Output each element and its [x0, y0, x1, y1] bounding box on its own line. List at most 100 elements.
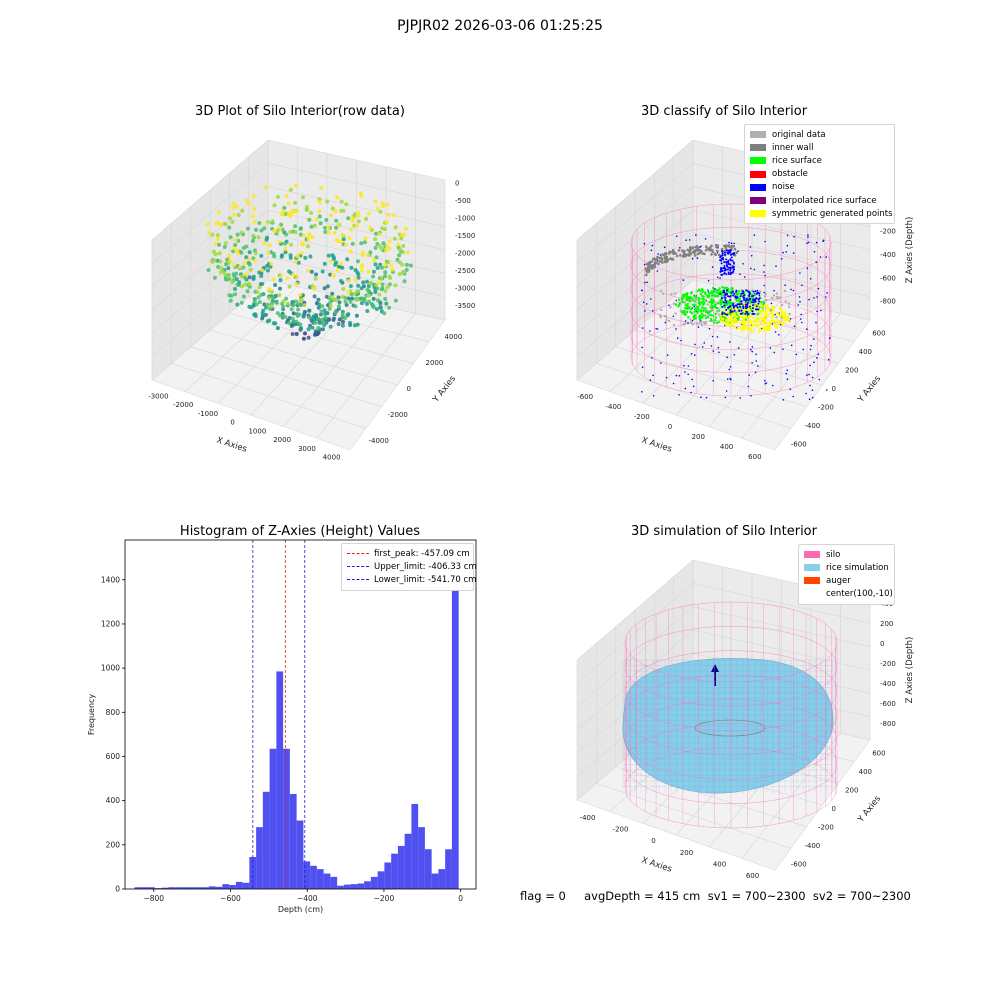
rice-surface-point [715, 291, 719, 294]
original-point [689, 321, 692, 324]
symmetric-point [759, 303, 763, 306]
noise-point [819, 256, 822, 258]
rice-surface-point [704, 299, 708, 302]
rice-surface-point [681, 293, 685, 297]
noise-cluster-point [722, 258, 725, 261]
rice-surface-point [689, 308, 693, 311]
data-point [378, 305, 383, 310]
rice-surface-point [697, 309, 700, 312]
data-point [303, 255, 308, 260]
data-point [353, 304, 358, 309]
x-tick-label: -3000 [148, 392, 168, 400]
rice-surface-point [686, 306, 690, 310]
data-point [306, 268, 311, 273]
rice-surface-point [683, 311, 686, 314]
data-point [256, 235, 261, 240]
data-point [350, 241, 355, 246]
noise-cluster-point [738, 303, 741, 306]
noise-cluster-point [742, 307, 745, 310]
y-axis-label: Y Axies [856, 374, 884, 406]
noise-point [786, 244, 789, 247]
rice-surface-point [685, 293, 688, 296]
noise-point [710, 345, 713, 347]
data-point [302, 303, 307, 307]
wall-point [698, 251, 702, 255]
noise-cluster-point [743, 296, 746, 299]
data-point [270, 289, 274, 294]
rice-surface-point [729, 313, 732, 316]
wall-point [682, 251, 686, 254]
legend-entry: Lower_limit: -541.70 cm [347, 573, 476, 586]
histogram-bar [391, 853, 398, 889]
noise-cluster-point [722, 291, 724, 294]
data-point [328, 300, 333, 305]
data-point [377, 292, 382, 297]
noise-point [764, 274, 766, 277]
data-point [272, 203, 277, 208]
legend-swatch [804, 564, 820, 572]
rice-surface-point [683, 313, 687, 316]
z-tick-label: -800 [880, 298, 896, 306]
legend-entry: first_peak: -457.09 cm [347, 547, 470, 560]
noise-cluster-point [749, 305, 751, 308]
histogram-reference-lines [252, 540, 306, 889]
data-point [353, 277, 358, 282]
noise-point [678, 375, 681, 377]
data-point [320, 269, 325, 274]
data-point [378, 244, 383, 249]
data-point [303, 331, 307, 336]
symmetric-point [787, 316, 791, 320]
data-point [295, 254, 300, 259]
y-tick-label: -600 [791, 441, 807, 449]
noise-point [712, 379, 714, 382]
z-tick-label: -500 [455, 197, 471, 205]
symmetric-point [742, 317, 745, 320]
data-point [329, 213, 333, 218]
data-point [335, 267, 340, 272]
data-point [298, 292, 303, 297]
noise-point [675, 299, 677, 302]
data-point [375, 206, 380, 211]
original-point [717, 313, 720, 316]
noise-point [786, 369, 789, 372]
data-point [333, 262, 338, 267]
rice-surface-point [718, 309, 721, 312]
wall-point [658, 256, 662, 260]
noise-point [815, 241, 818, 244]
symmetric-point [741, 322, 745, 325]
symmetric-point [784, 315, 788, 318]
wall-point [695, 244, 699, 248]
noise-cluster-point [720, 257, 723, 260]
data-point [284, 296, 289, 301]
data-point [320, 304, 325, 309]
noise-point [806, 267, 809, 270]
y-tick-label: 0 [832, 805, 836, 813]
x-axis-label: X Axies [215, 435, 248, 454]
rice-surface-point [699, 310, 702, 313]
symmetric-point [730, 320, 733, 323]
rice-surface-point [684, 303, 687, 307]
noise-point [802, 348, 804, 351]
noise-cluster-point [724, 297, 727, 300]
data-point [319, 185, 324, 190]
data-point [355, 211, 360, 216]
rice-surface-point [698, 317, 702, 321]
data-point [404, 262, 409, 267]
x-tick-label: 0 [651, 837, 655, 845]
y-tick-label: 0 [115, 885, 120, 894]
data-point [271, 277, 276, 282]
original-point [704, 321, 708, 324]
histogram-bar [269, 748, 277, 889]
data-point [254, 227, 258, 232]
symmetric-point [744, 326, 748, 329]
rice-surface-point [708, 300, 711, 304]
data-point [359, 264, 364, 269]
legend-entry: obstacle [750, 168, 889, 181]
data-point [231, 205, 236, 210]
noise-point [675, 328, 677, 330]
noise-cluster-point [728, 263, 731, 266]
y-tick-label: 200 [845, 786, 858, 794]
noise-point [778, 334, 780, 336]
noise-cluster-point [733, 262, 735, 265]
data-point [256, 295, 261, 300]
